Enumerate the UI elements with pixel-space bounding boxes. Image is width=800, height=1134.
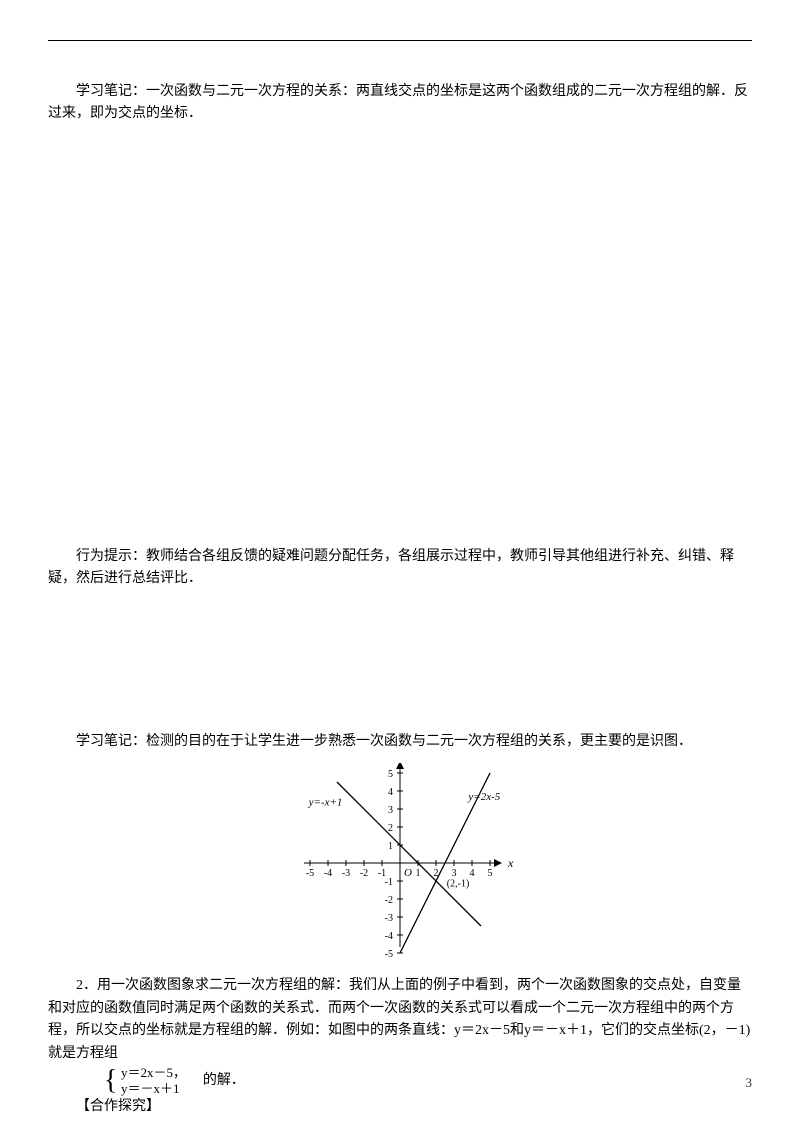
svg-text:-4: -4 <box>324 868 332 879</box>
equation-2: y＝－x＋1 <box>121 1081 180 1096</box>
svg-text:4: 4 <box>388 787 393 798</box>
svg-text:-1: -1 <box>385 877 393 888</box>
svg-text:5: 5 <box>388 769 393 780</box>
svg-text:-4: -4 <box>385 931 393 942</box>
svg-text:-3: -3 <box>385 913 393 924</box>
svg-text:(2,-1): (2,-1) <box>447 878 470 889</box>
svg-text:-5: -5 <box>385 949 393 960</box>
section-3: 学习笔记：检测的目的在于让学生进一步熟悉一次函数与二元一次方程组的关系，更主要的… <box>48 731 752 753</box>
graph-container: -5-4-3-2-11234512345-1-2-3-4-5Oxyy=-x+1y… <box>48 763 752 971</box>
equation-1: y＝2x－5， <box>121 1065 186 1080</box>
svg-text:3: 3 <box>388 805 393 816</box>
left-brace: { <box>104 1067 117 1095</box>
behavior-hint: 行为提示：教师结合各组反馈的疑难问题分配任务，各组展示过程中，教师引导其他组进行… <box>48 546 752 591</box>
svg-text:-3: -3 <box>342 868 350 879</box>
svg-text:1: 1 <box>388 841 393 852</box>
svg-text:3: 3 <box>452 868 457 879</box>
page-number: 3 <box>746 1073 753 1094</box>
svg-text:2: 2 <box>388 823 393 834</box>
svg-text:1: 1 <box>416 868 421 879</box>
svg-text:5: 5 <box>488 868 493 879</box>
svg-text:y=-x+1: y=-x+1 <box>308 796 343 808</box>
section-2: 行为提示：教师结合各组反馈的疑难问题分配任务，各组展示过程中，教师引导其他组进行… <box>48 546 752 591</box>
svg-text:-2: -2 <box>360 868 368 879</box>
svg-text:x: x <box>507 856 514 870</box>
svg-text:y=2x-5: y=2x-5 <box>467 791 500 803</box>
coop-heading: 【合作探究】 <box>48 1096 752 1118</box>
study-notes-1: 学习笔记：一次函数与二元一次方程的关系：两直线交点的坐标是这两个函数组成的二元一… <box>48 81 752 126</box>
svg-text:4: 4 <box>470 868 475 879</box>
equation-block: { y＝2x－5， y＝－x＋1 } 的解． <box>48 1065 752 1096</box>
problem-body-1: 用一次函数图象求二元一次方程组的解：我们从上面的例子中看到，两个一次函数图象的交… <box>48 978 750 1060</box>
problem-number: 2． <box>76 978 97 993</box>
svg-text:O: O <box>404 867 412 879</box>
problem-body-2: 的解． <box>203 1073 245 1088</box>
coordinate-graph: -5-4-3-2-11234512345-1-2-3-4-5Oxyy=-x+1y… <box>280 763 520 963</box>
section-1: 学习笔记：一次函数与二元一次方程的关系：两直线交点的坐标是这两个函数组成的二元一… <box>48 81 752 126</box>
svg-text:-5: -5 <box>306 868 314 879</box>
study-notes-2: 学习笔记：检测的目的在于让学生进一步熟悉一次函数与二元一次方程组的关系，更主要的… <box>48 731 752 753</box>
problem-text: 2．用一次函数图象求二元一次方程组的解：我们从上面的例子中看到，两个一次函数图象… <box>48 975 752 1065</box>
section-4: 2．用一次函数图象求二元一次方程组的解：我们从上面的例子中看到，两个一次函数图象… <box>48 975 752 1118</box>
svg-text:-2: -2 <box>385 895 393 906</box>
horizontal-rule <box>48 40 752 41</box>
